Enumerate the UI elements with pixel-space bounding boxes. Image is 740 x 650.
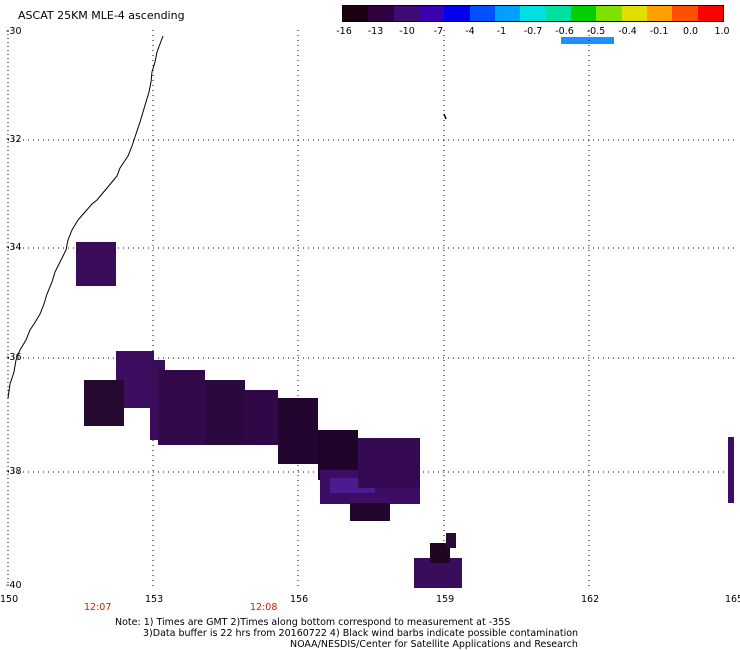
lon-label: 153 xyxy=(145,594,164,605)
colorbar-labels: -16 -13 -10 -7 -4 -1 -0.7 -0.6 -0.5 -0.4 -0.1 0.0 1.… xyxy=(330,26,734,38)
lat-label: -34 xyxy=(6,242,22,253)
data-cell xyxy=(76,242,116,286)
lat-label: -40 xyxy=(6,580,22,591)
colorbar-tick-label: -0.1 xyxy=(649,26,669,37)
colorbar-tick-label: -1 xyxy=(496,26,507,37)
colorbar-swatch xyxy=(418,6,445,21)
colorbar xyxy=(342,5,724,22)
data-cell xyxy=(84,380,124,426)
data-cell xyxy=(430,543,450,563)
colorbar-swatch xyxy=(393,6,419,21)
colorbar-tick-label: -4 xyxy=(465,26,475,37)
colorbar-swatch xyxy=(494,6,521,21)
colorbar-tick-label: -0.7 xyxy=(523,26,543,37)
data-cell xyxy=(245,390,278,445)
colorbar-tick-label: -0.6 xyxy=(555,26,574,37)
colorbar-tick-label: -16 xyxy=(336,26,352,37)
colorbar-swatch xyxy=(697,6,723,21)
lon-label: 159 xyxy=(436,594,455,605)
colorbar-swatch xyxy=(368,6,394,21)
colorbar-tick-label: 0.0 xyxy=(682,26,699,37)
colorbar-swatch xyxy=(444,6,470,21)
lat-label: -32 xyxy=(6,134,22,145)
colorbar-tick-label: -0.5 xyxy=(586,26,606,37)
time-label: 12:07 xyxy=(84,602,112,613)
data-cell xyxy=(158,370,205,445)
footnote-line-1: Note: 1) Times are GMT 2)Times along bot… xyxy=(115,617,511,628)
time-label: 12:08 xyxy=(250,602,278,613)
colorbar-swatch xyxy=(520,6,546,21)
colorbar-tick-label: -10 xyxy=(399,26,415,37)
colorbar-tick-label: -0.4 xyxy=(618,26,637,37)
colorbar-tick-label: -7 xyxy=(433,26,444,37)
colorbar-tick-label: -13 xyxy=(367,26,384,37)
data-cell xyxy=(350,503,390,521)
data-cell xyxy=(728,437,734,503)
colorbar-swatch xyxy=(343,6,369,21)
data-swath xyxy=(76,242,734,588)
colorbar-tick-label: 1.0 xyxy=(714,26,730,37)
colorbar-swatch xyxy=(570,6,597,21)
lon-label: 165 xyxy=(725,594,740,605)
coastline xyxy=(7,35,164,399)
colorbar-swatch xyxy=(646,6,673,21)
colorbar-swatch xyxy=(672,6,698,21)
gridlines xyxy=(8,30,735,586)
lon-label: 162 xyxy=(581,594,600,605)
colorbar-swatch xyxy=(469,6,495,21)
colorbar-swatch xyxy=(545,6,571,21)
data-cell xyxy=(358,438,420,488)
colorbar-swatch xyxy=(596,6,622,21)
map-title: ASCAT 25KM MLE-4 ascending xyxy=(18,9,185,22)
colorbar-swatch xyxy=(621,6,647,21)
lat-label: -30 xyxy=(6,26,22,37)
lat-label: -36 xyxy=(6,352,22,363)
data-cell xyxy=(446,533,456,548)
footnote-line-2: 3)Data buffer is 22 hrs from 20160722 4)… xyxy=(143,628,579,639)
colorbar-highlight-marker xyxy=(561,37,614,44)
data-cell xyxy=(278,398,318,464)
island xyxy=(443,113,447,120)
lon-label: 156 xyxy=(290,594,309,605)
footnote-line-3: NOAA/NESDIS/Center for Satellite Applica… xyxy=(290,639,578,650)
lon-label: 150 xyxy=(0,594,19,605)
data-cell xyxy=(205,380,245,445)
lat-label: -38 xyxy=(6,466,22,477)
